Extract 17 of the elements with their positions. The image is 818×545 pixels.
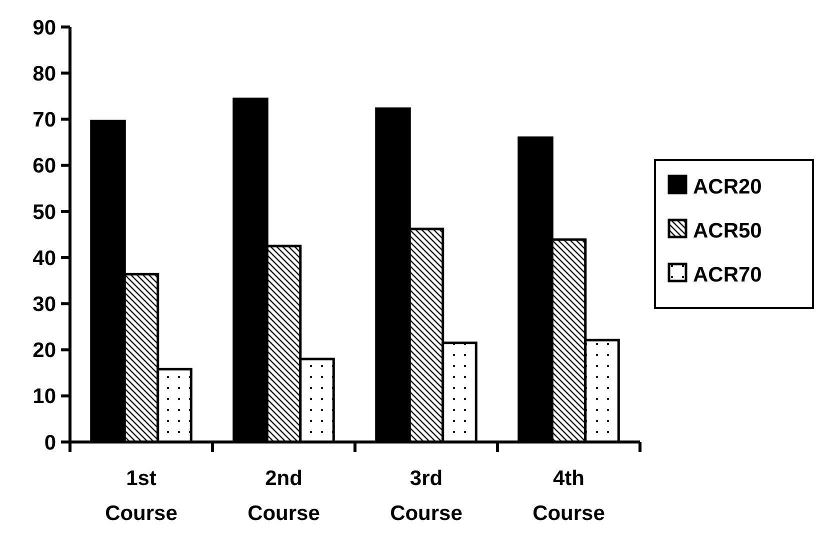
y-tick-label: 30 xyxy=(32,293,56,316)
legend-label: ACR50 xyxy=(693,219,762,242)
legend-label: ACR70 xyxy=(693,263,762,286)
y-tick-label: 80 xyxy=(32,62,56,86)
y-tick-label: 0 xyxy=(44,431,56,454)
x-tick-label: 2nd Course xyxy=(248,467,320,525)
x-tick-label: 1st Course xyxy=(105,467,178,525)
y-tick-label: 50 xyxy=(32,200,56,224)
y-tick-label: 60 xyxy=(32,154,56,178)
y-tick-label: 70 xyxy=(32,108,56,132)
y-tick-label: 10 xyxy=(32,385,56,408)
x-tick-label: 4th Course xyxy=(532,467,605,525)
y-tick-label: 20 xyxy=(32,339,56,362)
y-tick-label: 40 xyxy=(32,246,56,270)
y-tick-label: 90 xyxy=(32,16,56,40)
x-tick-label: 3rd Course xyxy=(390,467,462,525)
legend-label: ACR20 xyxy=(693,175,762,198)
